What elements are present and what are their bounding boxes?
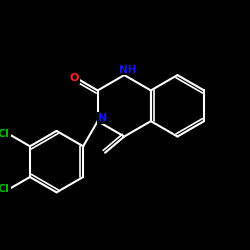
Text: Cl: Cl [0,184,10,194]
Text: NH: NH [119,64,136,74]
Text: N: N [98,113,108,123]
Text: Cl: Cl [0,129,10,139]
Text: O: O [70,74,79,84]
